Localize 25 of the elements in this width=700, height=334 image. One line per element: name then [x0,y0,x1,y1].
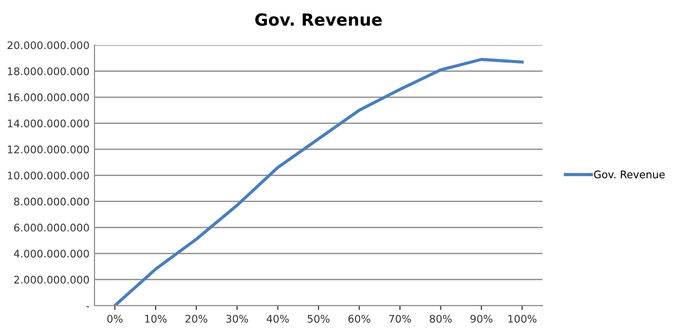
y-tick-label: 6.000.000.000 [14,224,89,232]
y-tick-label: 16.000.000.000 [8,93,89,102]
x-tick-label: 30% [226,314,248,323]
x-tick-label: 50% [308,314,330,323]
x-tick-label: 70% [389,314,411,323]
x-tick-label: 80% [430,314,452,323]
y-tick-label: 8.000.000.000 [14,198,89,206]
y-tick-label: 18.000.000.000 [8,67,89,76]
x-tick-label: 10% [145,314,167,323]
x-tick-label: 100% [508,314,536,323]
y-tick-label: 2.000.000.000 [14,276,89,284]
x-tick-label: 20% [186,314,208,323]
y-tick-label: 12.000.000.000 [8,146,89,154]
line-series [113,58,524,306]
x-tick-label: 40% [266,314,289,323]
legend-label: Gov. Revenue [594,170,665,178]
chart-title: Gov. Revenue [255,13,382,26]
y-tick-label: 10.000.000.000 [8,172,89,180]
x-tick-label: 60% [348,314,370,323]
y-tick-label: 14.000.000.000 [8,119,89,128]
y-tick-label: 4.000.000.000 [14,250,89,258]
y-tick-label: 20.000.000.000 [8,41,89,50]
x-tick-label: 0% [107,314,123,323]
x-tick-label: 90% [470,314,492,323]
y-tick-label: - [86,306,90,308]
